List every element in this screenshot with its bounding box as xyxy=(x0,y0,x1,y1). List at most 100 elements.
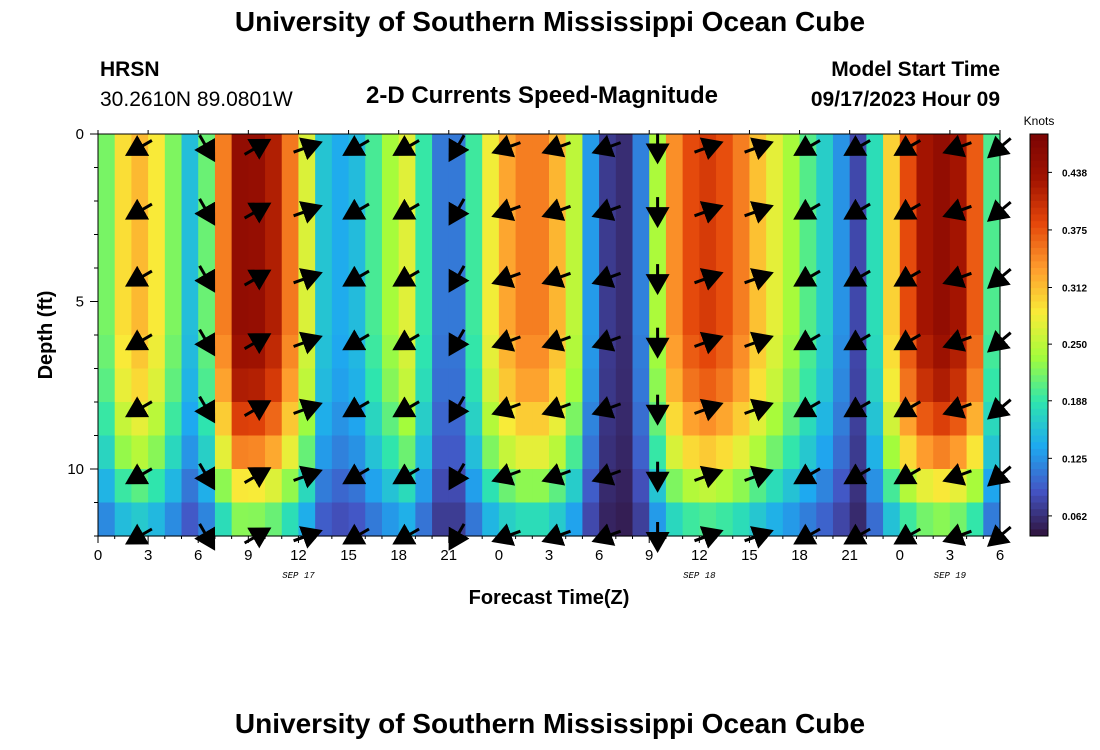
heatmap-cell xyxy=(682,435,700,470)
current-vector-arrow xyxy=(448,265,470,293)
heatmap-cell xyxy=(849,234,867,269)
current-vector-arrow xyxy=(693,137,724,161)
colorbar-tick-label: 0.438 xyxy=(1062,168,1087,179)
current-vector-arrow xyxy=(893,329,922,351)
x-tick-label: 0 xyxy=(495,547,503,564)
heatmap-cell xyxy=(699,167,717,202)
colorbar-segment xyxy=(1030,314,1048,323)
heatmap-cell xyxy=(114,234,132,269)
current-vector-arrow xyxy=(843,463,871,485)
heatmap-cell xyxy=(716,335,734,370)
current-vector-arrow xyxy=(591,134,622,158)
heatmap-cell xyxy=(883,435,901,470)
heatmap-cell xyxy=(933,301,951,336)
heatmap-cell xyxy=(381,234,400,269)
heatmap-cell xyxy=(114,301,132,336)
heatmap-cell xyxy=(849,368,867,403)
heatmap-cell xyxy=(164,402,183,437)
heatmap-cell xyxy=(849,167,867,202)
heatmap-cell xyxy=(498,368,517,403)
heatmap-cell xyxy=(448,368,467,403)
heatmap-cell xyxy=(766,402,784,437)
current-vector-arrow xyxy=(793,396,821,418)
heatmap-cell xyxy=(482,301,500,336)
heatmap-cell xyxy=(816,301,834,336)
heatmap-cell xyxy=(281,268,300,303)
current-vector-arrow xyxy=(448,134,470,163)
heatmap-cell xyxy=(649,368,667,403)
heatmap-cell xyxy=(214,268,233,303)
heatmap-cell xyxy=(766,435,784,470)
heatmap-cell xyxy=(465,402,483,437)
heatmap-cell xyxy=(766,368,784,403)
footer-title: University of Southern Mississippi Ocean… xyxy=(234,708,866,739)
heatmap-cell xyxy=(832,167,851,202)
heatmap-cell xyxy=(933,502,951,537)
current-vector-arrow xyxy=(693,201,724,224)
heatmap-cell xyxy=(532,402,550,437)
current-vector-arrow xyxy=(693,331,724,355)
colorbar-segment xyxy=(1030,180,1048,189)
heatmap-cell xyxy=(415,201,433,236)
current-vector-arrow xyxy=(392,265,420,287)
heatmap-cell xyxy=(465,335,483,370)
colorbar-tick-label: 0.250 xyxy=(1062,340,1087,351)
current-vector-arrow xyxy=(194,265,216,293)
current-vector-arrow xyxy=(342,396,370,418)
heatmap-cell xyxy=(799,368,817,403)
current-vector-arrow xyxy=(491,396,521,419)
heatmap-cell xyxy=(665,268,684,303)
heatmap-cell xyxy=(164,301,183,336)
heatmap-cell xyxy=(632,301,650,336)
heatmap-cell xyxy=(315,134,333,169)
colorbar-segment xyxy=(1030,348,1048,356)
heatmap-cell xyxy=(114,335,132,370)
heatmap-cell xyxy=(465,234,483,269)
heatmap-cell xyxy=(866,134,884,169)
x-axis-label: Forecast Time(Z) xyxy=(469,587,630,609)
heatmap-cell xyxy=(732,469,751,504)
heatmap-cell xyxy=(231,201,249,236)
current-vector-arrow xyxy=(491,134,521,158)
heatmap-cell xyxy=(766,167,784,202)
heatmap-cell xyxy=(482,435,500,470)
heatmap-cell xyxy=(148,268,166,303)
heatmap-cell xyxy=(665,301,684,336)
colorbar-segment xyxy=(1030,442,1048,450)
x-tick-label: 21 xyxy=(841,547,858,564)
x-tick-label: 9 xyxy=(645,547,653,564)
current-vector-arrow xyxy=(843,134,871,156)
heatmap-cell xyxy=(832,134,851,169)
station-name: HRSN xyxy=(100,58,160,81)
heatmap-cell xyxy=(983,469,1001,504)
heatmap-cell xyxy=(749,301,767,336)
heatmap-cell xyxy=(331,335,350,370)
current-vector-arrow xyxy=(293,137,323,161)
heatmap-cell xyxy=(331,301,350,336)
heatmap-cell xyxy=(549,268,567,303)
heatmap-cell xyxy=(214,167,233,202)
heatmap-cell xyxy=(699,201,717,236)
heatmap-cell xyxy=(649,234,667,269)
current-vector-arrow xyxy=(194,198,216,226)
colorbar-segment xyxy=(1030,268,1048,276)
heatmap-cell xyxy=(933,201,951,236)
heatmap-cell xyxy=(782,167,801,202)
heatmap-cell xyxy=(866,435,884,470)
heatmap-cell xyxy=(265,502,283,537)
heatmap-cell xyxy=(265,234,283,269)
heatmap-cell xyxy=(198,502,216,537)
colorbar-segment xyxy=(1030,274,1048,282)
heatmap-cell xyxy=(448,167,467,202)
heatmap-cell xyxy=(198,301,216,336)
heatmap-cell xyxy=(365,268,383,303)
heatmap-cell xyxy=(682,268,700,303)
heatmap-cell xyxy=(966,368,984,403)
current-vector-arrow xyxy=(541,265,572,288)
heatmap-cell xyxy=(315,301,333,336)
heatmap-cell xyxy=(181,234,199,269)
heatmap-cell xyxy=(933,402,951,437)
heatmap-cell xyxy=(365,134,383,169)
colorbar-tick-label: 0.125 xyxy=(1062,454,1087,465)
heatmap-cell xyxy=(331,134,350,169)
